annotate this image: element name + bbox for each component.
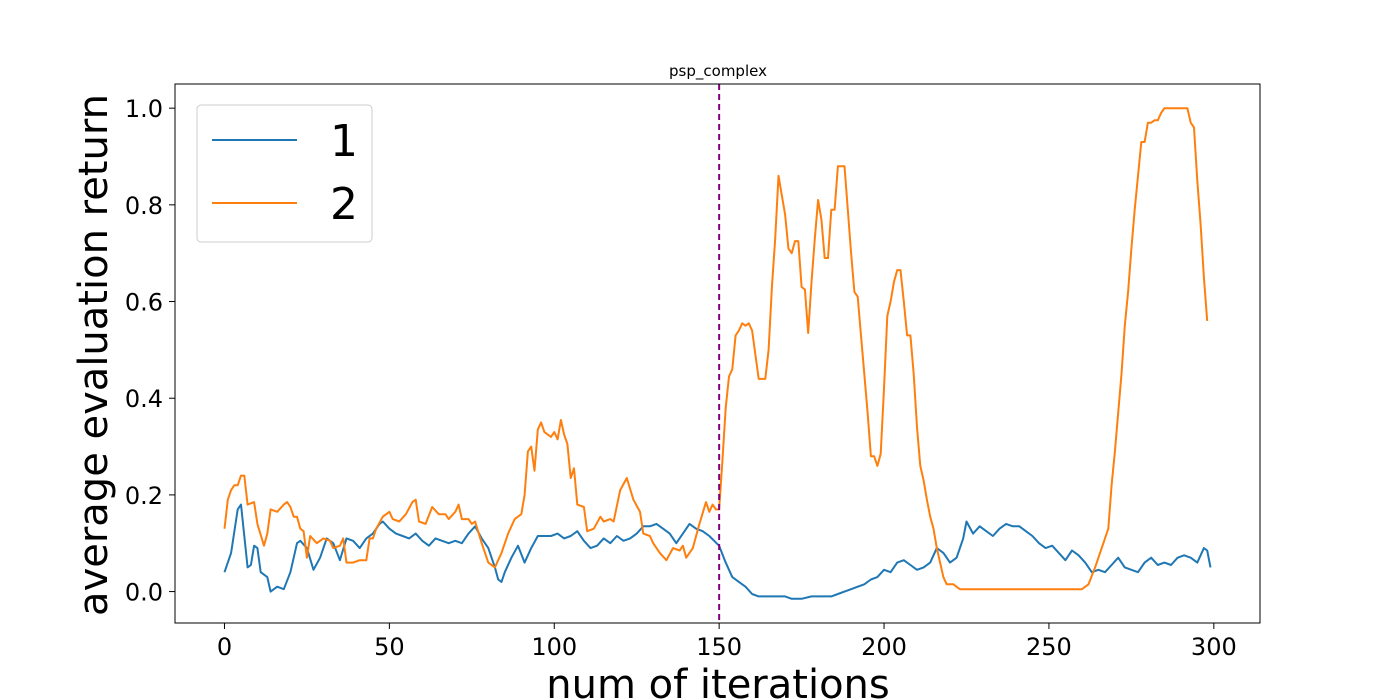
y-tick-label: 0.2 bbox=[125, 482, 163, 510]
legend-label-1: 1 bbox=[330, 116, 358, 167]
x-axis-label: num of iterations bbox=[546, 662, 889, 700]
x-axis-ticks: 0 50 100 150 200 250 300 bbox=[217, 623, 1237, 661]
x-tick-label: 150 bbox=[696, 633, 742, 661]
chart-title: psp_complex bbox=[669, 62, 767, 81]
y-axis-ticks: 0.0 0.2 0.4 0.6 0.8 1.0 bbox=[125, 95, 175, 607]
y-tick-label: 0.4 bbox=[125, 385, 163, 413]
x-tick-label: 50 bbox=[374, 633, 405, 661]
x-tick-label: 0 bbox=[217, 633, 232, 661]
legend-label-2: 2 bbox=[330, 179, 358, 230]
y-tick-label: 0.6 bbox=[125, 289, 163, 317]
x-tick-label: 200 bbox=[861, 633, 907, 661]
x-tick-label: 100 bbox=[531, 633, 577, 661]
y-tick-label: 0.8 bbox=[125, 192, 163, 220]
x-tick-label: 300 bbox=[1191, 633, 1237, 661]
plot-area bbox=[174, 83, 1261, 624]
legend: 12 bbox=[196, 104, 373, 243]
x-tick-label: 250 bbox=[1026, 633, 1072, 661]
y-tick-label: 0.0 bbox=[125, 579, 163, 607]
series-line-1 bbox=[223, 503, 1212, 600]
plot-frame bbox=[174, 83, 1261, 624]
y-axis-label: average evaluation return bbox=[71, 94, 117, 616]
y-tick-label: 1.0 bbox=[125, 95, 163, 123]
series-line-2 bbox=[223, 107, 1209, 591]
